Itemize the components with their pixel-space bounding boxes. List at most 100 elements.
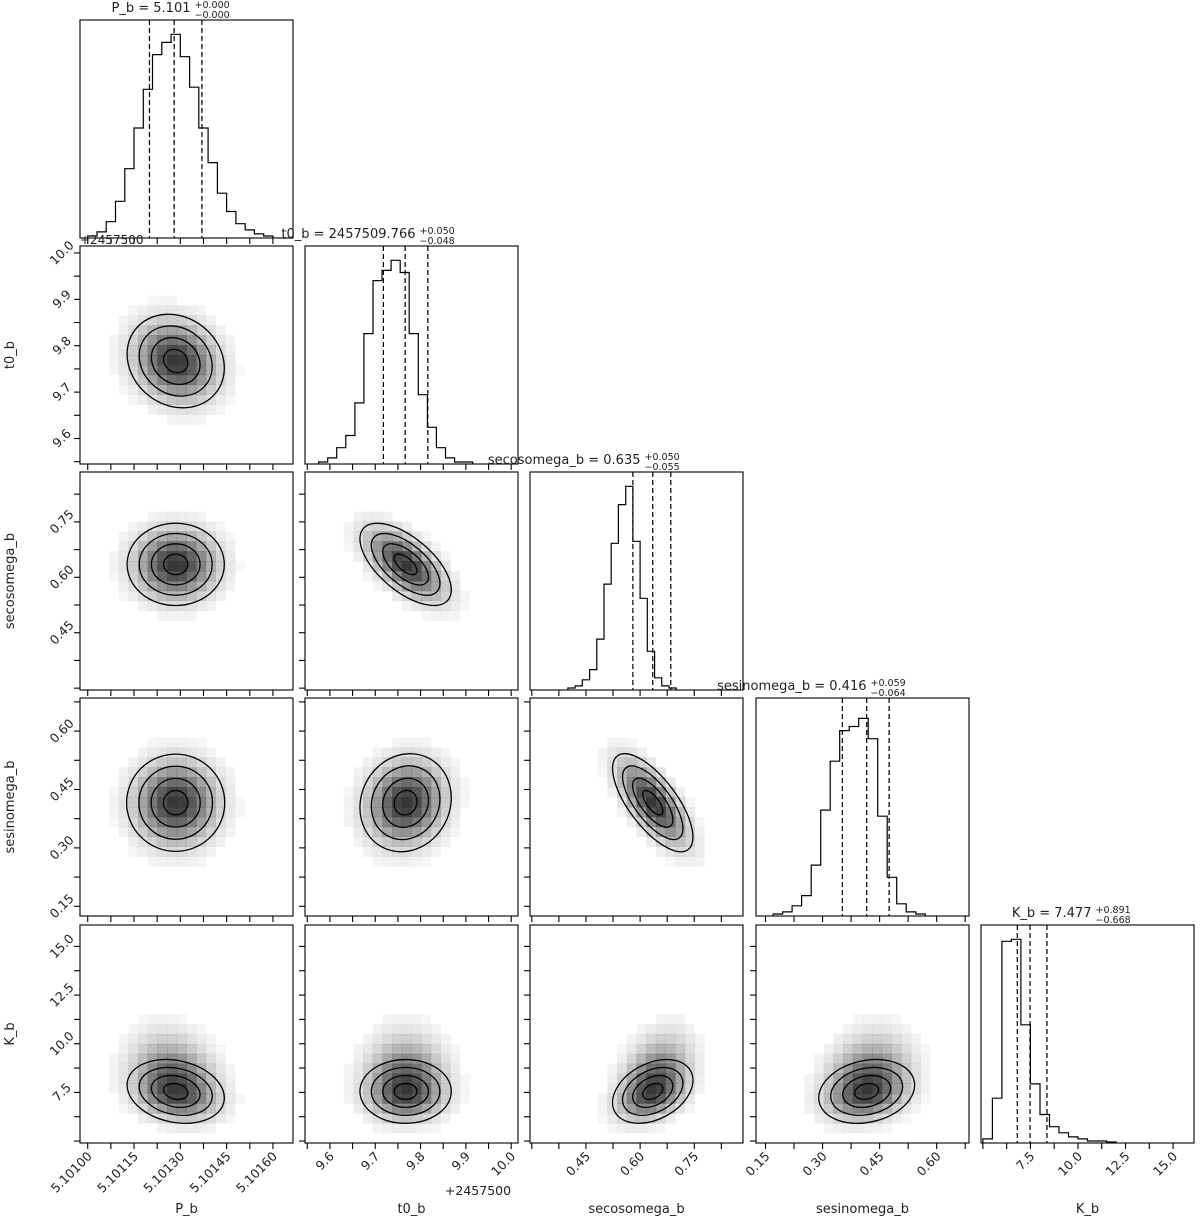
contour-level-3 <box>138 765 214 840</box>
density-cell <box>372 511 383 522</box>
density-cell <box>881 1073 892 1084</box>
density-cell <box>421 1083 432 1094</box>
density-cell <box>852 1063 863 1074</box>
density-cell <box>147 590 158 602</box>
panel-frame <box>79 19 294 239</box>
density-cell <box>157 364 168 376</box>
density-cell <box>353 807 364 818</box>
density-cell <box>646 757 657 768</box>
density-cell <box>176 590 187 602</box>
density-cell <box>823 1093 834 1104</box>
density-cell <box>804 1073 815 1084</box>
density-cell <box>891 1103 902 1114</box>
density-cell <box>372 541 383 552</box>
density-cell <box>118 816 129 828</box>
density-cell <box>684 807 695 818</box>
density-cell <box>636 1123 647 1134</box>
density-cell <box>186 541 197 552</box>
density-cell <box>401 1113 412 1124</box>
density-cell <box>353 521 364 532</box>
density-cell <box>617 1063 628 1074</box>
density-cell <box>225 561 236 572</box>
density-cell <box>392 1073 403 1084</box>
contour-level-3 <box>138 325 213 397</box>
density-cell <box>382 581 393 592</box>
density-cell <box>382 511 393 522</box>
density-cell <box>665 1093 676 1104</box>
density-cell <box>852 1024 863 1035</box>
density-cell <box>167 1123 178 1134</box>
density-cell <box>138 1083 149 1094</box>
density-cell <box>872 1113 883 1124</box>
density-cell <box>626 797 637 808</box>
density-cell <box>157 581 168 592</box>
density-cell <box>138 1034 149 1045</box>
contour-level-1 <box>162 348 189 374</box>
density-cell <box>694 1034 705 1045</box>
density-cell <box>215 394 226 405</box>
density-cell <box>411 1034 422 1045</box>
density-cell <box>128 757 139 768</box>
y-tick-label: 0.60 <box>47 562 77 592</box>
density-cell <box>186 374 197 386</box>
density-cell <box>382 1063 393 1074</box>
density-cell <box>675 1043 686 1055</box>
density-cell <box>176 531 187 542</box>
density-cell <box>421 737 432 748</box>
density-cell <box>215 364 226 376</box>
density-cell <box>872 1103 883 1114</box>
density-cell <box>450 590 461 602</box>
density-cell <box>852 1034 863 1045</box>
x-axis-label-secosomega_b: secosomega_b <box>588 1202 684 1217</box>
density-cell <box>920 1053 931 1065</box>
density-cell <box>138 836 149 847</box>
density-cell <box>881 1113 892 1124</box>
density-cell <box>421 1103 432 1114</box>
density-cell <box>215 374 226 386</box>
density-cell <box>147 836 158 847</box>
density-cell <box>176 757 187 768</box>
density-cell <box>617 797 628 808</box>
density-cell <box>411 600 422 612</box>
density-cell <box>655 1103 666 1114</box>
density-cell <box>675 826 686 838</box>
density-cell <box>675 1034 686 1045</box>
density-cell <box>626 807 637 818</box>
density-cell <box>382 787 393 798</box>
density-cell <box>372 551 383 562</box>
density-cell <box>225 1113 236 1124</box>
density-cell <box>430 581 441 592</box>
density-cell <box>910 1063 921 1074</box>
density-cell <box>205 1093 216 1104</box>
density-cell <box>363 797 374 808</box>
density-cell <box>167 1113 178 1124</box>
density-cell <box>617 1053 628 1065</box>
density-cell <box>655 777 666 788</box>
density-cell <box>147 1014 158 1025</box>
density-cell <box>196 325 207 336</box>
density-cell <box>411 737 422 748</box>
density-cell <box>655 1073 666 1084</box>
density-cell <box>872 1024 883 1035</box>
y-axis-label-sesinomega_b: sesinomega_b <box>3 761 18 854</box>
density-cell <box>684 846 695 857</box>
density-cell <box>401 531 412 542</box>
density-cell <box>372 1123 383 1134</box>
density-cell <box>636 1083 647 1094</box>
density-cell <box>353 777 364 788</box>
density-panel-P_b-secosomega_b <box>74 471 294 696</box>
density-cell <box>363 807 374 818</box>
contour-level-2 <box>382 543 430 586</box>
density-cell <box>186 600 197 612</box>
density-cell <box>636 757 647 768</box>
density-cell <box>440 571 451 582</box>
density-cell <box>118 335 129 346</box>
density-cell <box>655 807 666 818</box>
density-cell <box>646 1043 657 1055</box>
density-cell <box>372 787 383 798</box>
density-cell <box>186 747 197 758</box>
density-cell <box>665 856 676 867</box>
density-cell <box>186 1053 197 1065</box>
density-cell <box>176 767 187 778</box>
density-cell <box>176 1034 187 1045</box>
